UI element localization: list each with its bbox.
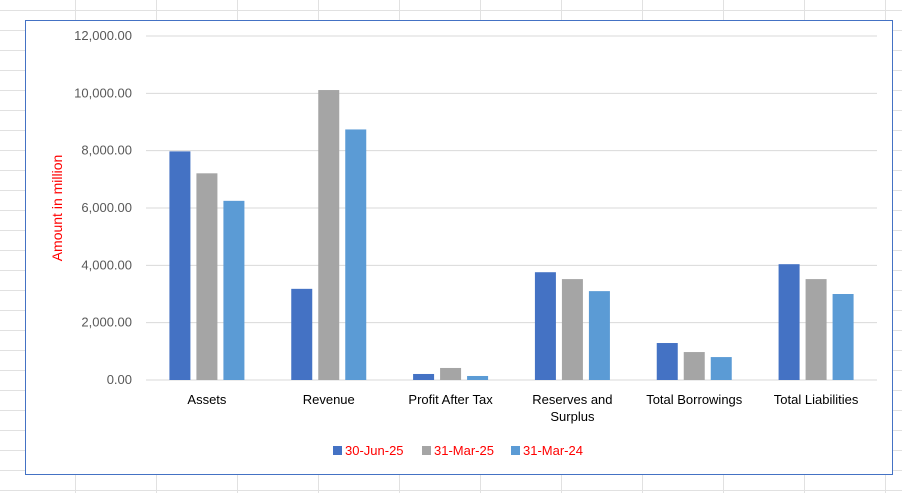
bar-30-Jun-25[interactable] — [778, 264, 800, 380]
x-tick-label: Reserves and — [532, 392, 612, 407]
bar-31-Mar-24[interactable] — [710, 357, 732, 380]
y-tick-label: 2,000.00 — [81, 315, 132, 330]
y-axis-title: Amount in million — [49, 155, 65, 262]
y-tick-label: 0.00 — [107, 372, 132, 387]
bar-30-Jun-25[interactable] — [413, 373, 435, 380]
bar-30-Jun-25[interactable] — [169, 151, 191, 380]
bar-31-Mar-24[interactable] — [345, 129, 367, 380]
bar-30-Jun-25[interactable] — [656, 343, 678, 380]
legend-label: 30-Jun-25 — [345, 443, 404, 458]
bar-chart[interactable]: 0.00 2,000.00 4,000.00 6,000.00 8,000.00 10,0… — [25, 20, 893, 475]
legend-swatch — [511, 446, 520, 455]
bar-31-Mar-24[interactable] — [223, 200, 245, 380]
bar-31-Mar-25[interactable] — [561, 279, 583, 380]
bar-31-Mar-24[interactable] — [832, 294, 854, 380]
bar-31-Mar-24[interactable] — [467, 375, 489, 380]
bar-31-Mar-25[interactable] — [318, 90, 340, 380]
bar-31-Mar-25[interactable] — [805, 279, 827, 380]
bar-31-Mar-25[interactable] — [683, 352, 705, 380]
bar-31-Mar-25[interactable] — [440, 367, 462, 380]
x-tick-label: Profit After Tax — [408, 392, 493, 407]
bar-30-Jun-25[interactable] — [291, 288, 313, 380]
y-tick-label: 10,000.00 — [74, 85, 132, 100]
y-tick-label: 8,000.00 — [81, 143, 132, 158]
x-tick-label: Revenue — [303, 392, 355, 407]
bar-31-Mar-25[interactable] — [196, 173, 218, 380]
y-tick-label: 4,000.00 — [81, 257, 132, 272]
x-tick-label: Assets — [187, 392, 227, 407]
bar-31-Mar-24[interactable] — [588, 291, 610, 380]
y-tick-label: 12,000.00 — [74, 28, 132, 43]
x-tick-label: Total Liabilities — [774, 392, 859, 407]
y-tick-label: 6,000.00 — [81, 200, 132, 215]
legend-label: 31-Mar-25 — [434, 443, 494, 458]
legend-swatch — [422, 446, 431, 455]
legend-label: 31-Mar-24 — [523, 443, 583, 458]
chart-svg: 0.00 2,000.00 4,000.00 6,000.00 8,000.00 10,0… — [49, 28, 877, 458]
legend-swatch — [333, 446, 342, 455]
bar-30-Jun-25[interactable] — [534, 272, 556, 380]
x-tick-label: Surplus — [550, 409, 595, 424]
x-tick-label: Total Borrowings — [646, 392, 743, 407]
